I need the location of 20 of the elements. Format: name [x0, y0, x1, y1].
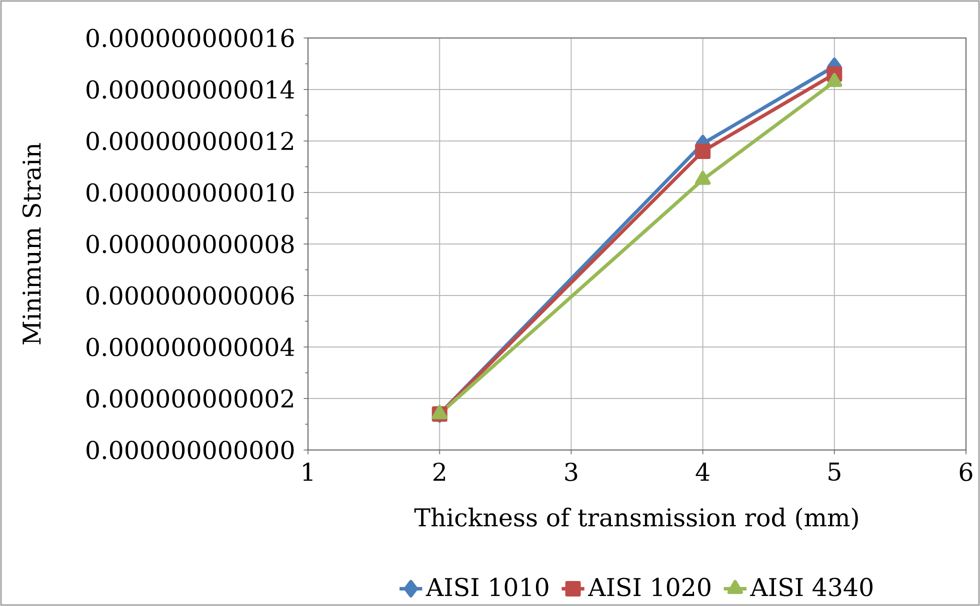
x-tick-label: 6: [960, 462, 972, 482]
y-tick-label: 0.000000000006: [86, 286, 294, 305]
y-tick-label: 0.000000000012: [86, 132, 293, 150]
y-tick-label: 0.000000000002: [86, 389, 293, 408]
y-tick-label: 0.000000000000: [86, 440, 294, 460]
x-tick-label: 4: [696, 462, 710, 481]
y-tick-label: 0.000000000008: [86, 234, 294, 254]
y-tick-label: 0.000000000016: [86, 28, 294, 48]
x-tick-label: 1: [303, 462, 312, 481]
y-axis-title: Minimum Strain: [22, 143, 41, 344]
legend-label: AISI 4340: [750, 578, 873, 596]
x-tick-label: 5: [828, 462, 840, 481]
x-tick-label: 3: [565, 462, 578, 482]
legend-label: AISI 1010: [426, 578, 548, 596]
y-tick-label: 0.000000000010: [86, 183, 294, 202]
y-tick-label: 0.000000000014: [86, 80, 294, 99]
x-tick-label: 2: [433, 462, 445, 481]
y-tick-label: 0.000000000004: [86, 338, 294, 356]
legend-label: AISI 1020: [588, 578, 710, 596]
x-axis-title: Thickness of transmission rod (mm): [414, 508, 858, 530]
